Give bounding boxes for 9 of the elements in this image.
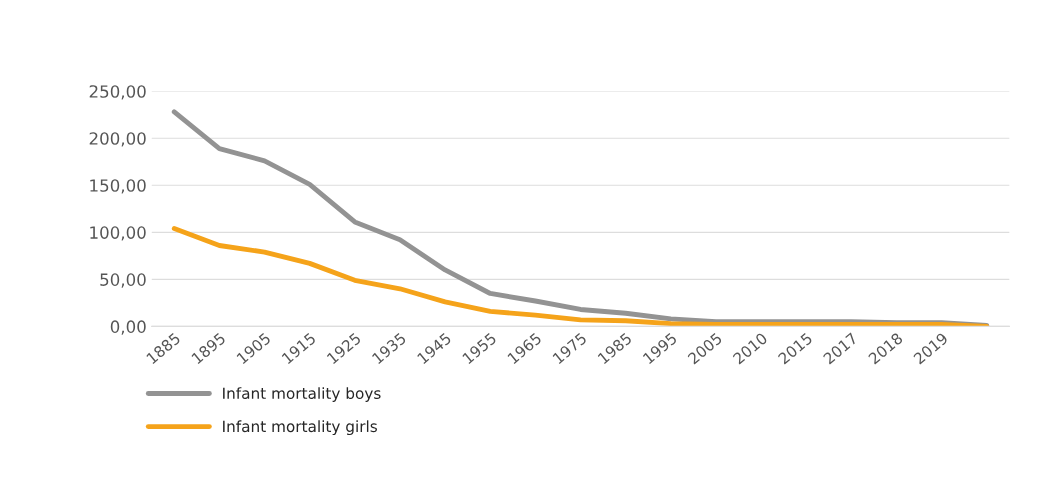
y-tick-label: 200,00	[89, 132, 146, 147]
y-tick-label: 100,00	[90, 226, 146, 241]
legend-label: Infant mortality girls	[223, 420, 377, 436]
legend-label: Infant mortality boys	[223, 387, 381, 402]
y-tick-label: 50,00	[100, 273, 146, 288]
line-series	[171, 226, 990, 327]
y-tick-label: 0,00	[110, 320, 146, 335]
y-tick-label: 150,00	[90, 179, 146, 194]
y-tick-label: 250,00	[89, 85, 146, 100]
